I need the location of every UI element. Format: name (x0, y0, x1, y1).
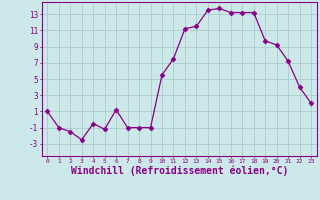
X-axis label: Windchill (Refroidissement éolien,°C): Windchill (Refroidissement éolien,°C) (70, 166, 288, 176)
